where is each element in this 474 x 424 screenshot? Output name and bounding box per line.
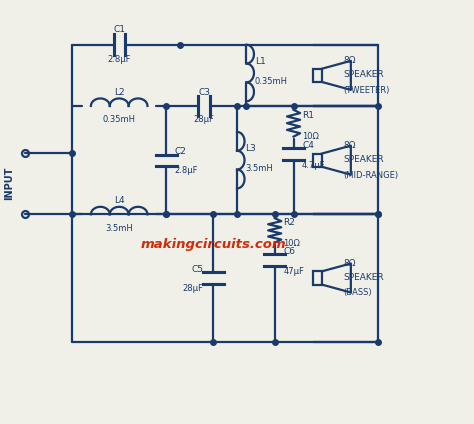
Text: 2.8μF: 2.8μF xyxy=(108,55,131,64)
Text: L3: L3 xyxy=(246,144,256,153)
Text: 2.8μF: 2.8μF xyxy=(175,166,198,175)
Text: SPEAKER: SPEAKER xyxy=(343,155,383,164)
Text: C1: C1 xyxy=(113,25,125,34)
Text: 3.5mH: 3.5mH xyxy=(246,164,273,173)
Text: (BASS): (BASS) xyxy=(343,288,372,297)
Text: 28μF: 28μF xyxy=(182,284,203,293)
Text: C4: C4 xyxy=(302,141,314,150)
Text: (MID-RANGE): (MID-RANGE) xyxy=(343,170,398,179)
Text: L4: L4 xyxy=(114,196,125,205)
Text: R2: R2 xyxy=(283,218,295,227)
Text: 8Ω: 8Ω xyxy=(343,56,356,65)
Text: 0.35mH: 0.35mH xyxy=(103,115,136,124)
Bar xyxy=(313,153,322,167)
Text: C2: C2 xyxy=(175,148,187,156)
Text: 4.7μF: 4.7μF xyxy=(302,161,326,170)
Text: 3.5mH: 3.5mH xyxy=(105,224,133,233)
Text: SPEAKER: SPEAKER xyxy=(343,70,383,79)
Text: (TWEETER): (TWEETER) xyxy=(343,86,390,95)
Text: makingcircuits.com: makingcircuits.com xyxy=(141,238,286,251)
Text: 8Ω: 8Ω xyxy=(343,141,356,150)
Text: L1: L1 xyxy=(255,57,265,66)
Text: SPEAKER: SPEAKER xyxy=(343,273,383,282)
Bar xyxy=(313,271,322,285)
Text: 0.35mH: 0.35mH xyxy=(255,77,288,86)
Text: 47μF: 47μF xyxy=(283,267,304,276)
Text: C5: C5 xyxy=(191,265,203,274)
Text: 10Ω: 10Ω xyxy=(302,132,319,141)
Text: INPUT: INPUT xyxy=(4,167,14,201)
Text: C3: C3 xyxy=(198,87,210,97)
Text: 10Ω: 10Ω xyxy=(283,239,300,248)
Text: 28μF: 28μF xyxy=(193,115,214,124)
Text: C6: C6 xyxy=(283,247,295,256)
Bar xyxy=(313,69,322,82)
Text: L2: L2 xyxy=(114,87,125,97)
Text: R1: R1 xyxy=(302,111,314,120)
Text: 8Ω: 8Ω xyxy=(343,259,356,268)
